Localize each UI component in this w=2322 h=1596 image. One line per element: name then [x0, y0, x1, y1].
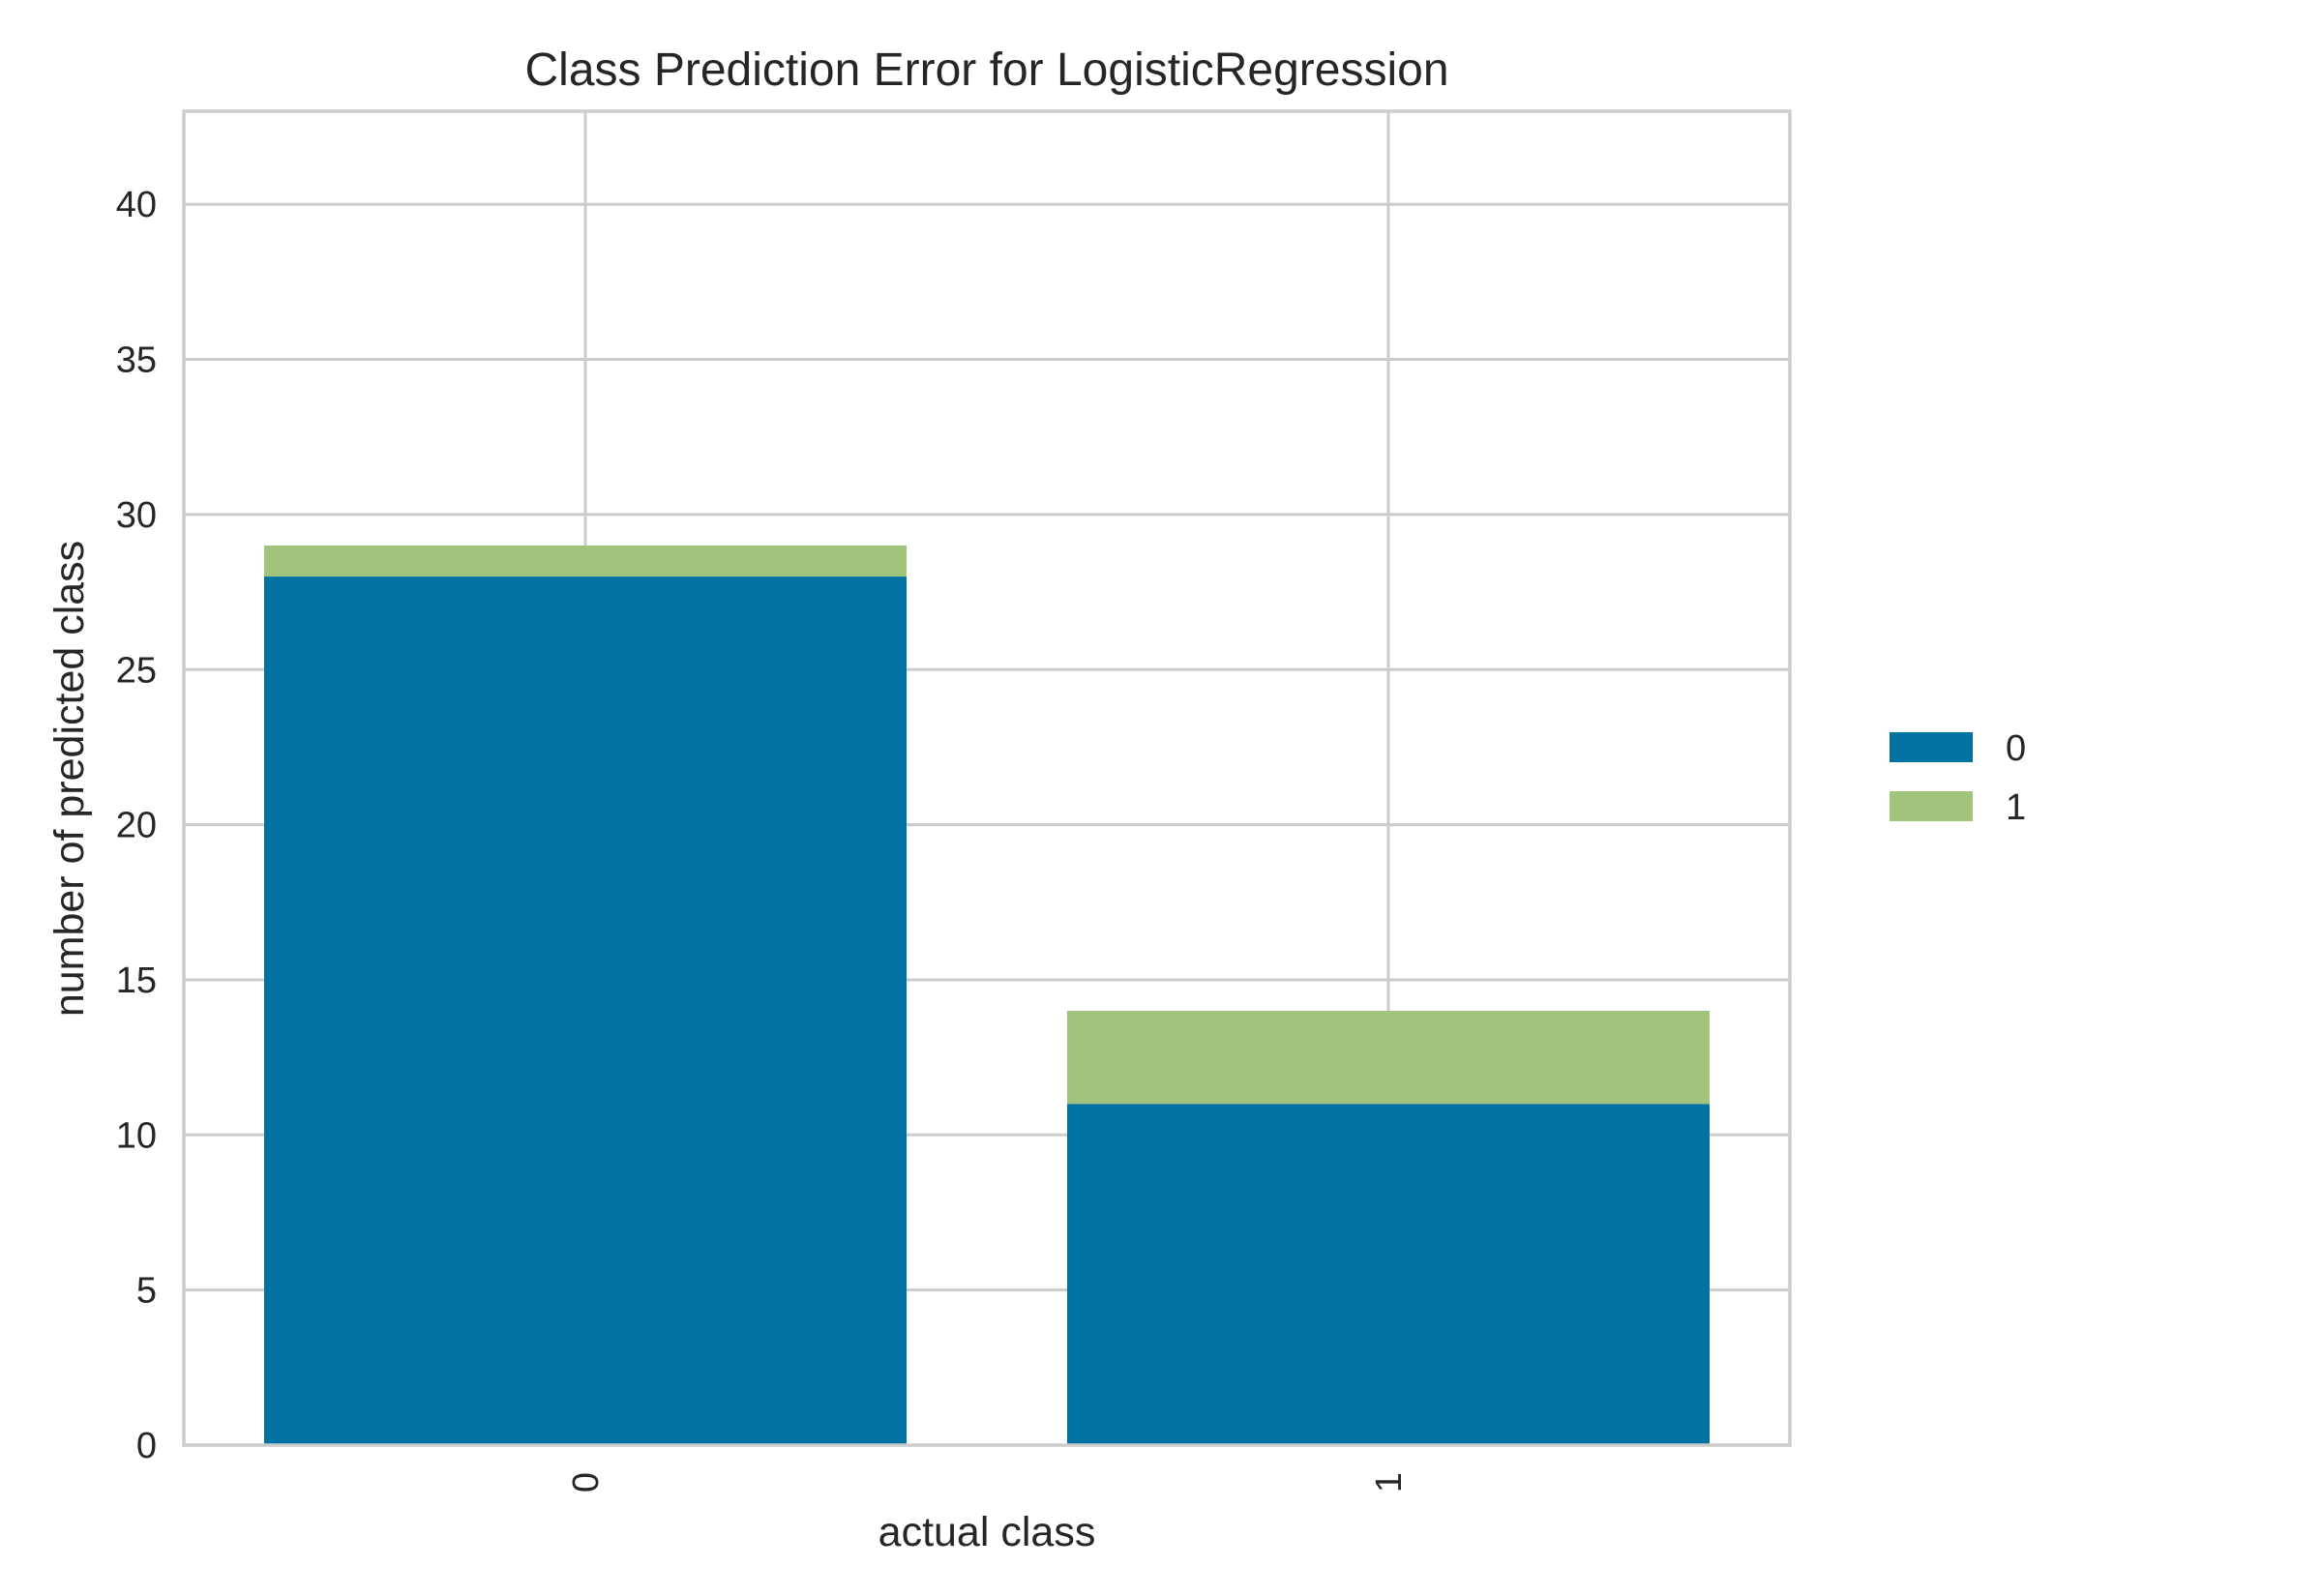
bar-segment-actual-0-predicted-1 [264, 545, 907, 577]
x-tick-label: 0 [566, 1472, 607, 1493]
bar-segment-actual-1-predicted-1 [1067, 1011, 1710, 1105]
legend-label: 0 [2006, 728, 2026, 769]
y-tick-label: 10 [116, 1115, 157, 1156]
legend: 01 [1890, 728, 2026, 828]
legend-swatch [1890, 732, 1973, 762]
y-tick-label: 40 [116, 185, 157, 225]
y-tick-label: 35 [116, 340, 157, 381]
bars [264, 545, 1710, 1445]
plot-frame [182, 109, 1792, 1447]
legend-swatch [1890, 791, 1973, 821]
legend-label: 1 [2006, 787, 2026, 828]
y-axis-label: number of predicted class [46, 541, 93, 1017]
y-tick-label: 25 [116, 650, 157, 691]
y-tick-label: 30 [116, 495, 157, 536]
x-axis-label: actual class [878, 1509, 1096, 1555]
y-axis-ticks: 0 5 10 15 20 25 30 35 40 [116, 185, 157, 1466]
y-tick-label: 15 [116, 961, 157, 1001]
y-tick-label: 20 [116, 806, 157, 846]
bar-segment-actual-0-predicted-0 [264, 576, 907, 1445]
chart-title: Class Prediction Error for LogisticRegre… [524, 44, 1448, 96]
x-tick-label: 1 [1369, 1472, 1410, 1493]
y-tick-label: 0 [136, 1426, 157, 1466]
bar-segment-actual-1-predicted-0 [1067, 1104, 1710, 1445]
y-tick-label: 5 [136, 1271, 157, 1312]
